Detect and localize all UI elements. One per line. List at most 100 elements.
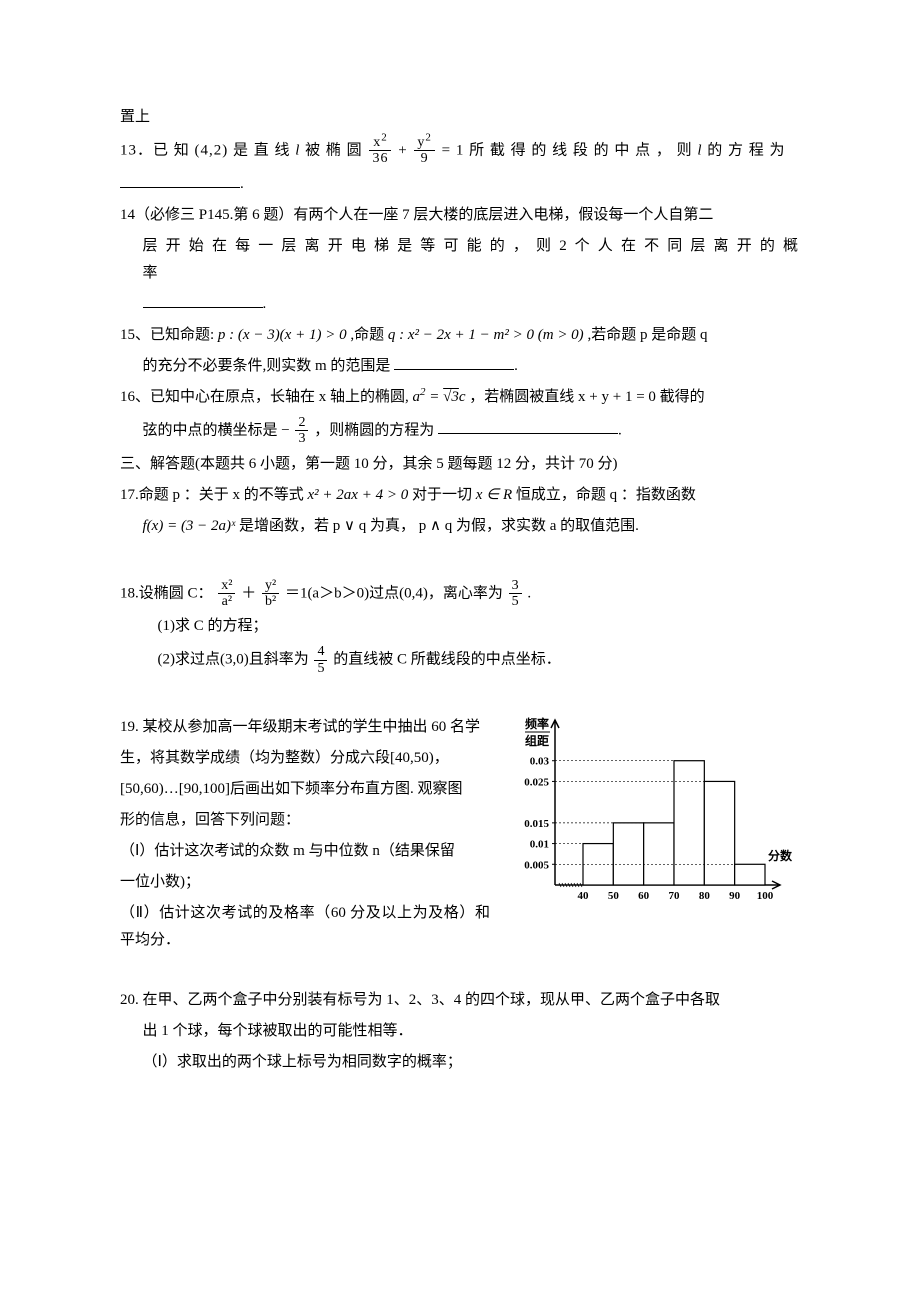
q15-p: p : (x − 3)(x + 1) > 0 (218, 327, 347, 343)
q13-blank-row: . (120, 171, 800, 198)
frac-y2-9: y2 9 (414, 135, 435, 167)
blank-q16 (438, 418, 618, 434)
svg-text:40: 40 (578, 890, 590, 902)
frac-3-5: 3 5 (509, 578, 522, 610)
q17-line1: 17.命题 p ：关于 x 的不等式 x² + 2ax + 4 > 0 对于一切… (120, 482, 800, 509)
blank-q15 (394, 354, 514, 370)
den: 9 (414, 151, 435, 166)
frac-2-3: 2 3 (295, 415, 308, 447)
num: x (373, 135, 381, 150)
fragment-top: 置上 (120, 104, 800, 131)
frac-4-5: 4 5 (314, 644, 327, 676)
q19-l2-pre: 生，将其数学成绩（均为整数）分成六段 (120, 750, 390, 766)
svg-text:90: 90 (729, 890, 741, 902)
period: . (514, 358, 518, 374)
q16-aeq: a2 = √3c (413, 389, 466, 405)
frac-xa: x² a² (218, 578, 235, 610)
svg-text:70: 70 (669, 890, 681, 902)
q13-eq: = 1 所 截 得 的 线 段 的 中 点 ， 则 (442, 142, 698, 158)
num: 2 (295, 415, 308, 431)
blank-q13 (120, 172, 240, 188)
q17-fx: f(x) = (3 − 2a)ˣ (143, 518, 236, 534)
q18-mid: ＝1(a＞b＞0)过点(0,4)，离心率为 (285, 585, 503, 601)
plus: + (398, 142, 412, 158)
q17-tail1: 恒成立，命题 q ：指数函数 (516, 487, 696, 503)
q15-line2-pre: 的充分不必要条件,则实数 m 的范围是 (143, 358, 391, 374)
svg-text:0.01: 0.01 (530, 839, 549, 851)
q16-pre: 16、已知中心在原点，长轴在 x 轴上的椭圆, (120, 389, 413, 405)
q14-blank-row: . (120, 291, 800, 318)
svg-text:0.03: 0.03 (530, 756, 550, 768)
svg-text:0.005: 0.005 (524, 859, 549, 871)
den: b² (262, 594, 279, 609)
den: 36 (369, 151, 391, 166)
interval-50-60: [50,60) (120, 781, 164, 797)
svg-text:80: 80 (699, 890, 711, 902)
svg-text:0.025: 0.025 (524, 777, 549, 789)
svg-text:频率: 频率 (525, 716, 549, 731)
period: . (263, 296, 267, 312)
svg-text:60: 60 (638, 890, 650, 902)
q18-sub2: (2)求过点(3,0)且斜率为 4 5 的直线被 C 所截线段的中点坐标． (120, 644, 800, 676)
q15-line2: 的充分不必要条件,则实数 m 的范围是 . (120, 353, 800, 380)
q15-q: q : x² − 2x + 1 − m² > 0 (m > 0) (388, 327, 584, 343)
q19-block: 频率组距 0.005 0.01 0.015 0.025 0.03 40 50 60 70 80 90 1… (120, 710, 800, 958)
interval-90-100: [90,100] (179, 781, 230, 797)
q18-s2-tail: 的直线被 C 所截线段的中点坐标． (333, 652, 561, 668)
q18-s2-pre: (2)求过点(3,0)且斜率为 (158, 652, 309, 668)
q14-line2: 层 开 始 在 每 一 层 离 开 电 梯 是 等 可 能 的 ， 则 2 个 … (120, 233, 800, 287)
q16-l2-tail: ，则椭圆的方程为 (314, 422, 434, 438)
q15-pre: 15、已知命题: (120, 327, 218, 343)
num: 4 (314, 644, 327, 660)
q13-tail: 的 方 程 为 (703, 142, 786, 158)
period: . (240, 176, 244, 192)
q16-tail1: ，若椭圆被直线 x + y + 1 = 0 截得的 (469, 389, 704, 405)
q16-line2: 弦的中点的横坐标是 − 2 3 ，则椭圆的方程为 . (120, 415, 800, 447)
q13-text: 13．已 知 (4,2) 是 直 线 (120, 142, 295, 158)
q17-mid: 对于一切 (412, 487, 476, 503)
interval-40-50: [40,50) (390, 750, 434, 766)
den: a² (218, 594, 235, 609)
frac-x2-36: x2 36 (369, 135, 391, 167)
q13: 13．已 知 (4,2) 是 直 线 l 被 椭 圆 x2 36 + y2 9 … (120, 135, 800, 167)
q15-mid: ,命题 (350, 327, 388, 343)
q19-l3-tail: 后画出如下频率分布直方图. 观察图 (230, 781, 463, 797)
q17-xr: x ∈ R (476, 487, 512, 503)
q20-line1: 20. 在甲、乙两个盒子中分别装有标号为 1、2、3、4 的四个球，现从甲、乙两… (120, 987, 800, 1014)
comma: ， (434, 750, 449, 766)
q17-tail2: 是增函数，若 p ∨ q 为真， p ∧ q 为假，求实数 a 的取值范围. (239, 518, 639, 534)
svg-text:分数: 分数 (768, 848, 793, 863)
q18-pre: 18.设椭圆 C： (120, 585, 213, 601)
den: 3 (295, 431, 308, 446)
q18-sub1: (1)求 C 的方程； (120, 613, 800, 640)
den: 5 (509, 594, 522, 609)
histogram-chart: 频率组距 0.005 0.01 0.015 0.025 0.03 40 50 60 70 80 90 1… (500, 710, 800, 920)
q15-line1: 15、已知命题: p : (x − 3)(x + 1) > 0 ,命题 q : … (120, 322, 800, 349)
q16-l2-pre: 弦的中点的横坐标是 − (143, 422, 290, 438)
num: x² (218, 578, 235, 594)
svg-text:组距: 组距 (525, 733, 549, 748)
q20-line2: 出 1 个球，每个球被取出的可能性相等． (120, 1018, 800, 1045)
plus: ＋ (241, 585, 256, 601)
section-3-header: 三、解答题(本题共 6 小题，第一题 10 分，其余 5 题每题 12 分，共计… (120, 451, 800, 478)
q17-pre: 17.命题 p ：关于 x 的不等式 (120, 487, 308, 503)
period: . (618, 422, 622, 438)
q14-line1: 14（必修三 P145.第 6 题）有两个人在一座 7 层大楼的底层进入电梯，假… (120, 202, 800, 229)
q18: 18.设椭圆 C： x² a² ＋ y² b² ＝1(a＞b＞0)过点(0,4)… (120, 578, 800, 610)
q13-mid: 被 椭 圆 (300, 142, 367, 158)
num: 3 (509, 578, 522, 594)
q17-line2: f(x) = (3 − 2a)ˣ 是增函数，若 p ∨ q 为真， p ∧ q … (120, 513, 800, 540)
q20-sub1: （Ⅰ）求取出的两个球上标号为相同数字的概率； (120, 1049, 800, 1076)
den: 5 (314, 661, 327, 676)
q15-tail: ,若命题 p 是命题 q (587, 327, 707, 343)
svg-text:100: 100 (757, 890, 774, 902)
svg-text:50: 50 (608, 890, 620, 902)
svg-text:0.015: 0.015 (524, 818, 549, 830)
q16-line1: 16、已知中心在原点，长轴在 x 轴上的椭圆, a2 = √3c ，若椭圆被直线… (120, 384, 800, 411)
num: y² (262, 578, 279, 594)
q18-tail: . (527, 585, 531, 601)
frac-yb: y² b² (262, 578, 279, 610)
q17-ineq: x² + 2ax + 4 > 0 (308, 487, 409, 503)
blank-q14 (143, 292, 263, 308)
dots: … (164, 781, 179, 797)
